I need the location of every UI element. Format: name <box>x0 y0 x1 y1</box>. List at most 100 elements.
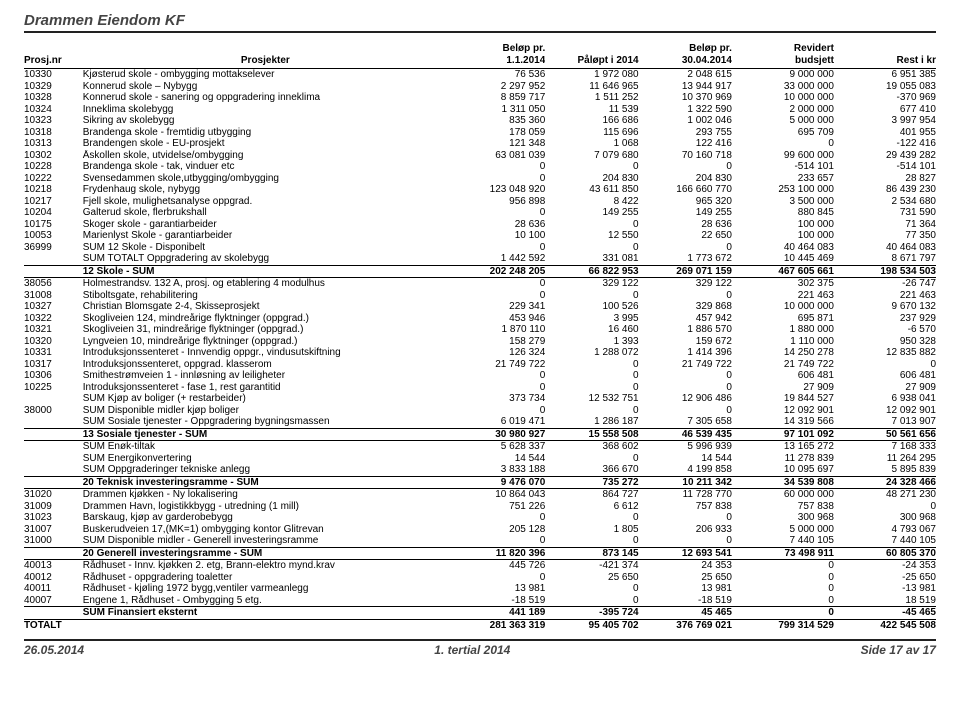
cell: SUM Finansiert eksternt <box>79 607 452 620</box>
table-row: SUM Kjøp av boliger (+ restarbeider)373 … <box>24 393 936 405</box>
cell: -18 519 <box>639 595 732 607</box>
cell: 401 955 <box>834 127 936 139</box>
cell: 467 605 661 <box>732 265 834 278</box>
cell: 31007 <box>24 524 79 536</box>
cell: 0 <box>452 572 545 584</box>
cell: 0 <box>639 535 732 547</box>
table-row: 10329Konnerud skole – Nybygg2 297 95211 … <box>24 81 936 93</box>
cell: 33 000 000 <box>732 81 834 93</box>
table-row: 10317Introduksjonssenteret, oppgrad. kla… <box>24 359 936 371</box>
cell: 0 <box>639 370 732 382</box>
cell: 71 364 <box>834 219 936 231</box>
cell: 1 773 672 <box>639 253 732 265</box>
cell: -24 353 <box>834 560 936 572</box>
cell: 9 000 000 <box>732 69 834 81</box>
cell: 16 460 <box>545 324 638 336</box>
cell: 38056 <box>24 278 79 290</box>
cell: Konnerud skole – Nybygg <box>79 81 452 93</box>
cell: 13 981 <box>452 583 545 595</box>
cell: Introduksjonssenteret - Innvendig oppgr.… <box>79 347 452 359</box>
cell: 9 476 070 <box>452 476 545 489</box>
cell: 11 646 965 <box>545 81 638 93</box>
cell: 0 <box>732 572 834 584</box>
cell: 233 657 <box>732 173 834 185</box>
cell: 12 092 901 <box>732 405 834 417</box>
cell: 24 353 <box>639 560 732 572</box>
table-row: SUM Finansiert eksternt441 189-395 72445… <box>24 607 936 620</box>
cell <box>24 393 79 405</box>
cell: 0 <box>732 138 834 150</box>
cell: 13 165 272 <box>732 441 834 453</box>
cell: Skoger skole - garantiarbeider <box>79 219 452 231</box>
cell: 0 <box>639 161 732 173</box>
cell: -18 519 <box>452 595 545 607</box>
cell: 31023 <box>24 512 79 524</box>
cell: 45 465 <box>639 607 732 620</box>
cell: 606 481 <box>732 370 834 382</box>
cell: Barskaug, kjøp av garderobebygg <box>79 512 452 524</box>
cell: 149 255 <box>639 207 732 219</box>
cell: Skogliveien 124, mindreårige flyktninger… <box>79 313 452 325</box>
cell: 10204 <box>24 207 79 219</box>
cell <box>24 428 79 441</box>
cell: 0 <box>545 405 638 417</box>
cell: 204 830 <box>639 173 732 185</box>
cell: 1 110 000 <box>732 336 834 348</box>
table-row: SUM Oppgraderinger tekniske anlegg3 833 … <box>24 464 936 476</box>
cell: 880 845 <box>732 207 834 219</box>
cell: 13 Sosiale tjenester - SUM <box>79 428 452 441</box>
table-row: 12 Skole - SUM202 248 20566 822 953269 0… <box>24 265 936 278</box>
cell: 1 442 592 <box>452 253 545 265</box>
cell: 8 422 <box>545 196 638 208</box>
table-row: 20 Generell investeringsramme - SUM11 82… <box>24 547 936 560</box>
cell: SUM Sosiale tjenester - Oppgradering byg… <box>79 416 452 428</box>
cell: 21 749 722 <box>639 359 732 371</box>
cell: 735 272 <box>545 476 638 489</box>
cell: 329 868 <box>639 301 732 313</box>
cell: -122 416 <box>834 138 936 150</box>
cell: 77 350 <box>834 230 936 242</box>
cell: -421 374 <box>545 560 638 572</box>
cell: 31000 <box>24 535 79 547</box>
table-row: 10318Brandenga skole - fremtidig utbyggi… <box>24 127 936 139</box>
cell: 1 322 590 <box>639 104 732 116</box>
cell: 34 539 808 <box>732 476 834 489</box>
cell: 20 Generell investeringsramme - SUM <box>79 547 452 560</box>
cell: 0 <box>834 501 936 513</box>
table-row: 10331Introduksjonssenteret - Innvendig o… <box>24 347 936 359</box>
cell: 799 314 529 <box>732 619 834 631</box>
cell: 10 445 469 <box>732 253 834 265</box>
table-row: 31020Drammen kjøkken - Ny lokalisering10… <box>24 489 936 501</box>
cell: SUM Disponible midler - Generell investe… <box>79 535 452 547</box>
cell: 11 264 295 <box>834 453 936 465</box>
table-row: 10323Sikring av skolebygg835 360166 6861… <box>24 115 936 127</box>
cell: 28 636 <box>452 219 545 231</box>
cell: 366 670 <box>545 464 638 476</box>
cell: 10322 <box>24 313 79 325</box>
cell: 12 092 901 <box>834 405 936 417</box>
table-row: 10320Lyngveien 10, mindreårige flyktning… <box>24 336 936 348</box>
cell: 1 972 080 <box>545 69 638 81</box>
cell: 376 769 021 <box>639 619 732 631</box>
table-row: 10217Fjell skole, mulighetsanalyse oppgr… <box>24 196 936 208</box>
cell: 10302 <box>24 150 79 162</box>
table-row: 36999SUM 12 Skole - Disponibelt00040 464… <box>24 242 936 254</box>
cell: Buskerudveien 17,(MK=1) ombygging kontor… <box>79 524 452 536</box>
cell: 695 709 <box>732 127 834 139</box>
cell: 373 734 <box>452 393 545 405</box>
table-row: 31000SUM Disponible midler - Generell in… <box>24 535 936 547</box>
cell: 22 650 <box>639 230 732 242</box>
cell: 63 081 039 <box>452 150 545 162</box>
cell: 10313 <box>24 138 79 150</box>
cell: Smithestrømveien 1 - innløsning av leili… <box>79 370 452 382</box>
table-row: 31009Drammen Havn, logistikkbygg - utred… <box>24 501 936 513</box>
cell: 0 <box>545 535 638 547</box>
cell: 10331 <box>24 347 79 359</box>
table-row: 10313Brandengen skole - EU-prosjekt121 3… <box>24 138 936 150</box>
cell: 368 602 <box>545 441 638 453</box>
cell: 0 <box>452 405 545 417</box>
cell: 12 550 <box>545 230 638 242</box>
cell: 14 250 278 <box>732 347 834 359</box>
cell: 30 980 927 <box>452 428 545 441</box>
cell: 0 <box>545 583 638 595</box>
